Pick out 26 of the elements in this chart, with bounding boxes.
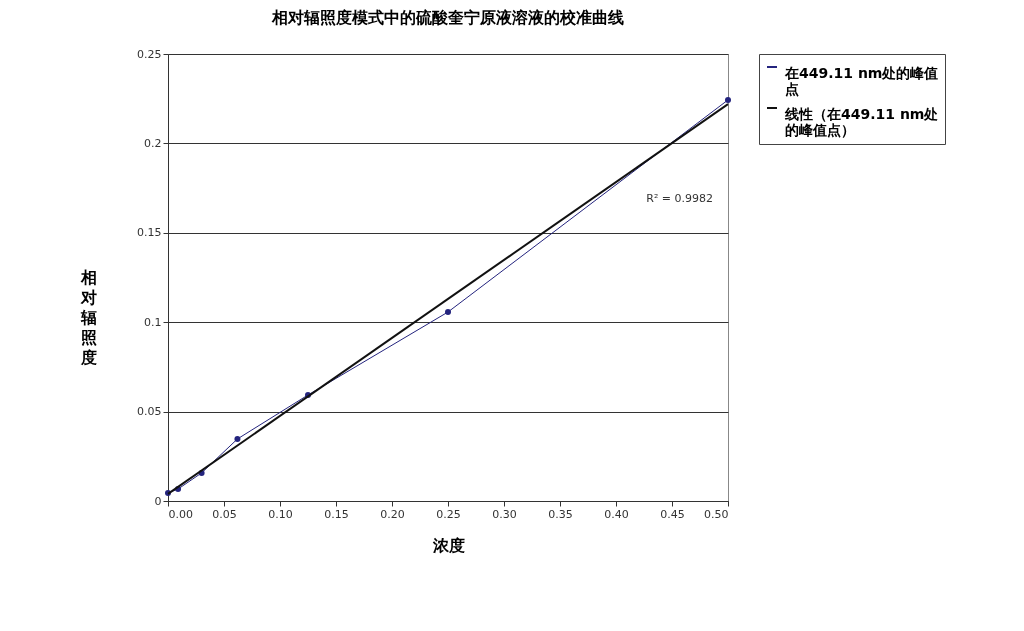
x-axis-title: 浓度 xyxy=(431,535,465,555)
legend-label: 在449.11 nm处的峰值点 xyxy=(784,65,939,97)
annotation: R² = 0.9982 xyxy=(646,192,713,205)
x-tick-label: 0.30 xyxy=(492,507,517,521)
x-tick-label: 0.05 xyxy=(212,507,237,521)
x-tick-label: 0.25 xyxy=(436,507,461,521)
chart-title: 相对辐照度模式中的硫酸奎宁原液溶液的校准曲线 xyxy=(271,8,624,27)
legend-label: 线性（在449.11 nm处的峰值点） xyxy=(784,106,939,138)
x-tick-label: 0.45 xyxy=(660,507,685,521)
x-tick-label: 0.15 xyxy=(324,507,349,521)
y-tick-label: 0 xyxy=(154,494,162,508)
point xyxy=(445,309,451,315)
y-tick-label: 0.25 xyxy=(137,47,162,61)
y-tick-label: 0.1 xyxy=(144,315,162,329)
x-tick-label: 0.40 xyxy=(604,507,629,521)
y-axis-title: 相对辐照度 xyxy=(79,268,97,367)
x-tick-label: 0.35 xyxy=(548,507,573,521)
y-tick-label: 0.15 xyxy=(137,226,162,240)
x-tick-label: 0.50 xyxy=(704,507,729,521)
point xyxy=(725,96,731,103)
y-tick-label: 0.2 xyxy=(144,136,162,150)
y-tick-label: 0.05 xyxy=(137,405,162,419)
x-tick-label: 0.20 xyxy=(380,507,405,521)
x-tick-label: 0.10 xyxy=(268,507,293,521)
point xyxy=(234,435,241,442)
x-tick-label: 0.00 xyxy=(168,507,193,521)
